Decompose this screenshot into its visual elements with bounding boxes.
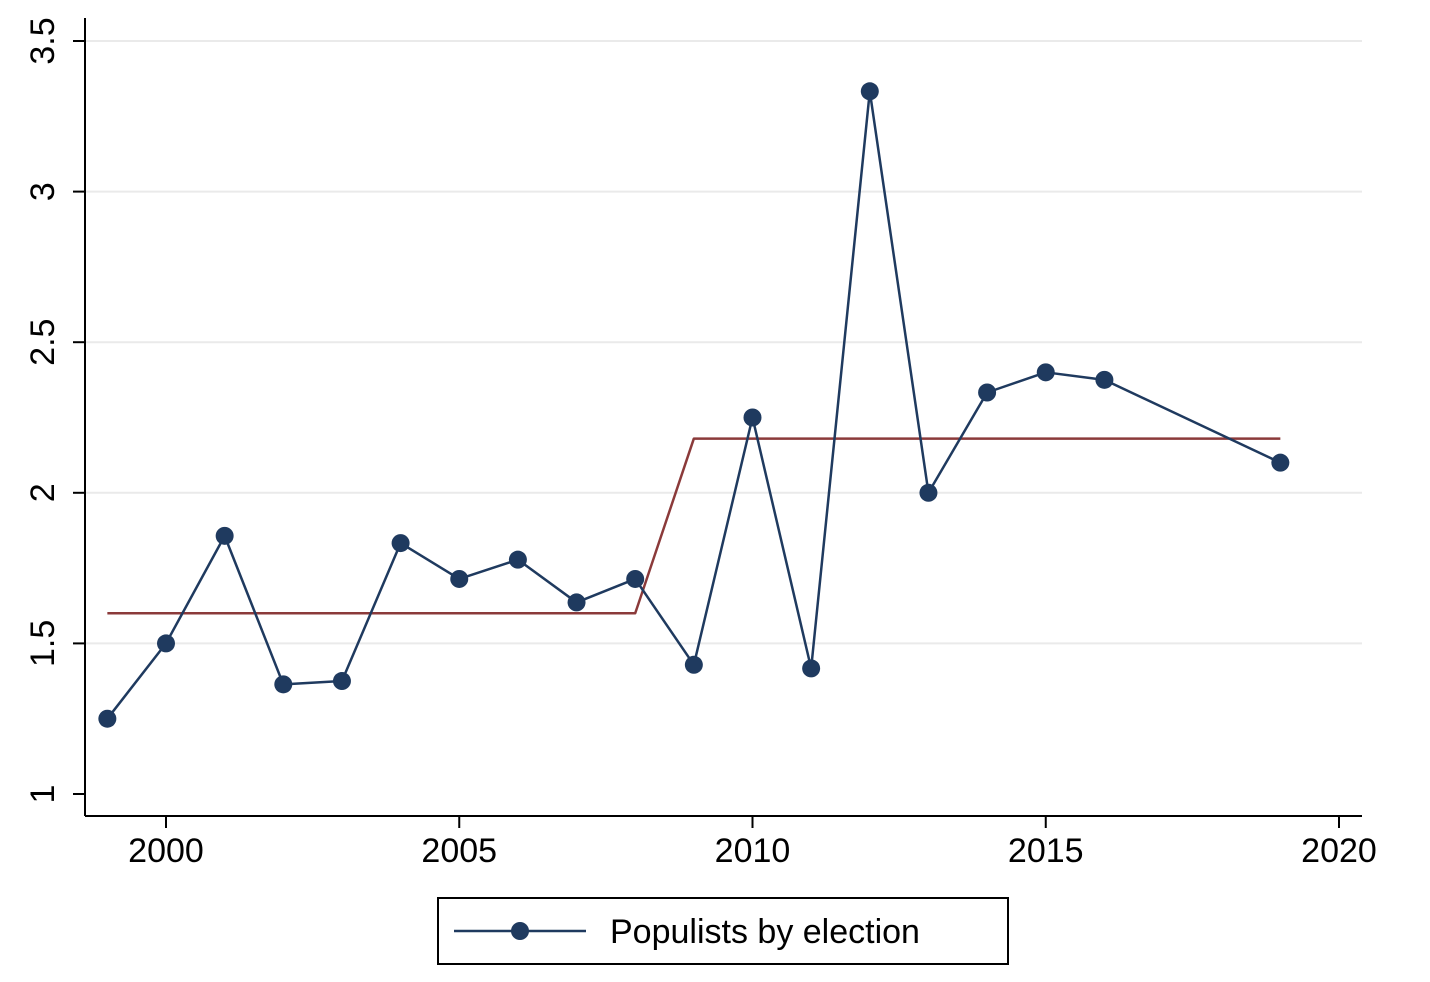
legend: Populists by election xyxy=(437,897,1009,965)
data-point xyxy=(508,550,527,569)
data-point xyxy=(743,408,762,427)
x-tick-label: 2015 xyxy=(1008,832,1084,870)
legend-marker xyxy=(511,922,529,940)
y-tick-label: 2 xyxy=(24,483,62,502)
x-tick-label: 2005 xyxy=(421,832,497,870)
y-tick-label: 1 xyxy=(24,785,62,804)
data-point xyxy=(860,82,879,101)
data-point xyxy=(332,672,351,691)
data-point xyxy=(98,709,117,728)
x-tick-label: 2010 xyxy=(715,832,791,870)
y-tick-label: 3.5 xyxy=(24,17,62,64)
data-point xyxy=(391,534,410,553)
data-point xyxy=(978,383,997,402)
data-point xyxy=(567,593,586,612)
y-tick-label: 3 xyxy=(24,182,62,201)
x-tick-label: 2020 xyxy=(1301,832,1377,870)
data-point xyxy=(450,569,469,588)
data-point xyxy=(1095,370,1114,389)
series-group xyxy=(98,82,1290,728)
y-tick-label: 2.5 xyxy=(24,319,62,366)
fitted-line xyxy=(107,437,1281,615)
legend-label: Populists by election xyxy=(610,913,920,951)
data-point xyxy=(802,659,821,678)
legend-box xyxy=(437,897,1009,965)
grid-lines xyxy=(85,40,1362,645)
data-point xyxy=(1036,363,1055,382)
x-tick-label: 2000 xyxy=(128,832,204,870)
data-point xyxy=(919,483,938,502)
data-point xyxy=(215,526,234,545)
data-point xyxy=(1271,453,1290,472)
data-point xyxy=(626,569,645,588)
axes: 1 1.5 2 2.5 3 3.5 2000 2005 2010 2015 2020 xyxy=(24,17,1377,870)
data-point xyxy=(157,634,175,653)
series-line xyxy=(106,90,1281,720)
y-tick-label: 1.5 xyxy=(24,620,62,667)
data-point xyxy=(274,675,293,694)
data-point xyxy=(684,655,703,674)
